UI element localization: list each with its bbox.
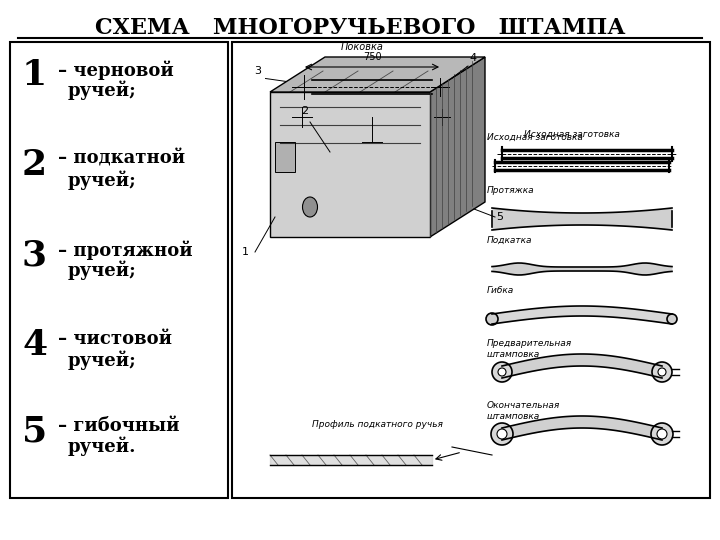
Text: ручей;: ручей;: [68, 350, 137, 369]
Text: 2: 2: [22, 148, 47, 182]
Text: 2: 2: [302, 106, 309, 116]
Text: Профиль подкатного ручья: Профиль подкатного ручья: [312, 420, 443, 429]
Circle shape: [497, 429, 507, 439]
Text: 5: 5: [22, 415, 48, 449]
Circle shape: [667, 314, 677, 324]
Circle shape: [434, 109, 450, 125]
Text: Поковка: Поковка: [341, 42, 384, 52]
Circle shape: [492, 362, 512, 382]
Circle shape: [431, 78, 449, 96]
Ellipse shape: [302, 197, 318, 217]
Text: 5: 5: [497, 212, 503, 222]
Text: Протяжка: Протяжка: [487, 186, 535, 195]
Text: Предварительная: Предварительная: [487, 339, 572, 348]
Text: – чистовой: – чистовой: [58, 330, 172, 348]
Text: штамповка: штамповка: [487, 412, 540, 421]
Text: 3: 3: [254, 66, 261, 77]
Text: Гибка: Гибка: [487, 286, 514, 295]
Bar: [275, 142, 295, 172]
Text: Подкатка: Подкатка: [487, 236, 533, 245]
Text: 750: 750: [363, 52, 382, 62]
Bar: [10, 42, 228, 498]
Text: ручей.: ручей.: [68, 437, 137, 456]
Text: 3: 3: [22, 238, 47, 272]
Text: – черновой: – черновой: [58, 60, 174, 79]
Text: 1: 1: [241, 247, 248, 257]
Polygon shape: [270, 92, 430, 237]
Text: – подкатной: – подкатной: [58, 150, 185, 168]
Text: ручей;: ручей;: [68, 260, 137, 280]
Circle shape: [292, 75, 316, 99]
Circle shape: [652, 362, 672, 382]
Text: СХЕМА   МНОГОРУЧЬЕВОГО   ШТАМПА: СХЕМА МНОГОРУЧЬЕВОГО ШТАМПА: [95, 17, 625, 39]
Text: Исходная заготовка: Исходная заготовка: [487, 133, 583, 142]
Circle shape: [657, 429, 667, 439]
Text: Исходная заготовка: Исходная заготовка: [524, 130, 620, 139]
Circle shape: [658, 368, 666, 376]
Circle shape: [498, 368, 506, 376]
Circle shape: [486, 313, 498, 325]
Text: 4: 4: [22, 328, 47, 362]
Text: ручей;: ручей;: [68, 80, 137, 99]
Circle shape: [491, 423, 513, 445]
Text: – протяжной: – протяжной: [58, 240, 193, 260]
Polygon shape: [430, 57, 485, 237]
Text: Окончательная: Окончательная: [487, 401, 560, 410]
Text: штамповка: штамповка: [487, 350, 540, 359]
Text: 1: 1: [22, 58, 48, 92]
Bar: [232, 42, 710, 498]
Text: – гибочный: – гибочный: [58, 417, 179, 435]
Polygon shape: [270, 57, 485, 92]
Text: ручей;: ручей;: [68, 170, 137, 190]
Circle shape: [651, 423, 673, 445]
Text: 4: 4: [469, 53, 477, 63]
Circle shape: [292, 107, 312, 127]
